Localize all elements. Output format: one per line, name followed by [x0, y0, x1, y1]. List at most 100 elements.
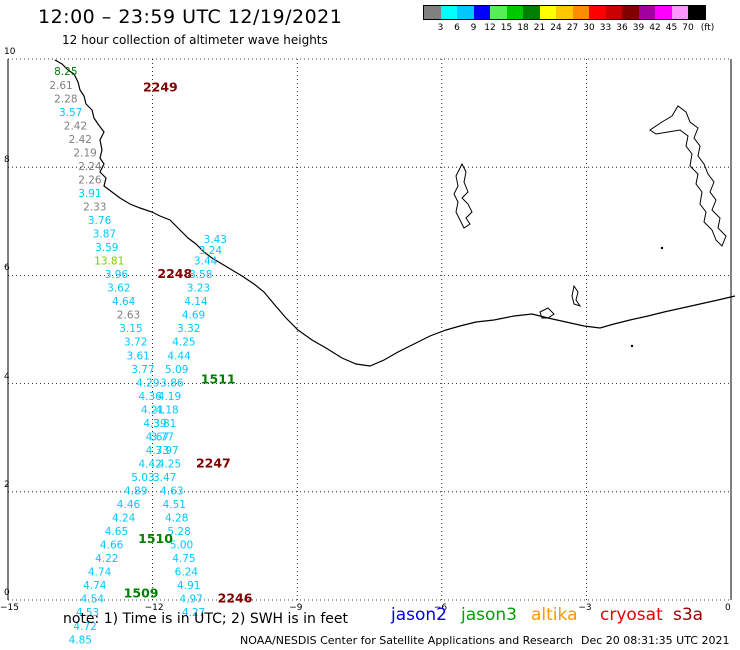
wave-height-value: 5.00: [170, 540, 193, 552]
wave-height-value: 4.91: [177, 580, 200, 592]
units-note: note: 1) Time is in UTC; 2) SWH is in fe…: [63, 611, 349, 627]
wave-height-value: 3.44: [194, 256, 218, 268]
wave-height-value: 4.19: [158, 391, 181, 403]
wave-height-value: 3.57: [59, 107, 82, 119]
credit-line: NOAA/NESDIS Center for Satellite Applica…: [240, 634, 574, 647]
colorbar-tick-label: 33: [599, 23, 612, 33]
pass-number: 2246: [218, 591, 253, 606]
inland-lake-marker: [660, 246, 664, 250]
latitude-label: 8: [4, 155, 10, 166]
wave-height-value: 2.42: [64, 120, 87, 132]
mission-s3a: s3a: [673, 605, 704, 625]
wave-height-value: 2.26: [78, 174, 102, 186]
colorbar-swatch: [556, 6, 573, 19]
wave-height-value: 4.64: [112, 296, 136, 308]
mission-altika: altika: [531, 605, 578, 625]
wave-height-value: 3.81: [153, 418, 176, 430]
wave-height-value: 13.81: [94, 256, 124, 268]
wave-height-value: 3.58: [189, 269, 212, 281]
colorbar-tick-label: 12: [484, 23, 496, 33]
colorbar-tick-label: 24: [550, 23, 562, 33]
colorbar-tick-label: 18: [517, 23, 529, 33]
wave-height-value: 3.87: [93, 229, 116, 241]
pass-number: 1509: [124, 585, 159, 600]
colorbar-tick-label: 15: [500, 23, 513, 33]
wave-height-value: 4.44: [167, 350, 191, 362]
volta-lake-outline: [453, 162, 473, 229]
longitude-label: −3: [578, 603, 592, 613]
wave-height-value: 3.86: [160, 377, 184, 389]
colorbar-swatch: [688, 6, 705, 19]
colorbar-swatch: [457, 6, 474, 19]
wave-height-value: 4.36: [138, 391, 162, 403]
latitude-label: 2: [4, 479, 10, 490]
lagoon-outline: [539, 307, 555, 319]
wave-height-value: 3.24: [199, 245, 223, 257]
wave-height-value: 4.25: [158, 458, 181, 470]
wave-height-value: 3.47: [153, 472, 176, 484]
longitude-label: −12: [144, 603, 164, 613]
wave-height-value: 4.89: [124, 486, 147, 498]
colorbar-swatch: [655, 6, 672, 19]
wave-height-value: 6.24: [175, 567, 199, 579]
longitude-label: −15: [0, 603, 19, 613]
wave-height-value: 2.61: [49, 80, 72, 92]
colorbar-tick-label: 42: [649, 23, 661, 33]
wave-height-value: 4.21: [141, 404, 164, 416]
colorbar-tick-label: 30: [583, 23, 595, 33]
wave-height-value: 4.25: [172, 337, 195, 349]
latitude-label: 4: [4, 371, 10, 382]
wave-height-value: 4.65: [105, 526, 128, 538]
colorbar-tick-label: 36: [616, 23, 628, 33]
latitude-label: 0: [4, 588, 10, 598]
coastal-island-marker: [630, 344, 634, 348]
wave-height-value: 2.63: [117, 310, 140, 322]
colorbar-swatch: [572, 6, 589, 19]
wave-height-value: 5.03: [131, 472, 154, 484]
wave-height-value: 2.33: [83, 201, 106, 213]
wave-height-value: 4.22: [95, 553, 118, 565]
wave-height-value: 2.28: [54, 93, 77, 105]
wave-height-value: 4.74: [83, 580, 107, 592]
wave-height-value: 4.97: [179, 594, 202, 606]
wave-height-value: 2.24: [78, 161, 102, 173]
colorbar-swatch: [605, 6, 622, 19]
wave-height-value: 3.23: [187, 283, 210, 295]
wave-height-value: 3.91: [78, 188, 101, 200]
wave-height-value: 4.24: [112, 513, 136, 525]
wave-height-value: 3.62: [107, 283, 130, 295]
wave-height-value: 3.72: [124, 337, 147, 349]
wave-height-value: 4.54: [81, 594, 105, 606]
colorbar-tick-label: 9: [470, 23, 477, 33]
wave-height-value: 3.96: [105, 269, 129, 281]
wave-height-value: 5.09: [165, 364, 188, 376]
wave-height-value: 4.85: [69, 634, 92, 646]
colorbar-tick-label: 3: [437, 23, 444, 33]
wave-height-value: 4.72: [73, 621, 96, 633]
wave-height-value: 8.25: [54, 66, 77, 78]
wave-height-value: 4.63: [160, 486, 183, 498]
wave-height-value: 3.32: [177, 323, 200, 335]
colorbar-tick-label: 27: [566, 23, 579, 33]
wave-height-value: 3.61: [126, 350, 149, 362]
mission-jason2: jason2: [391, 605, 447, 625]
pass-number: 1510: [138, 531, 173, 546]
longitude-label: 0: [725, 603, 731, 613]
wave-height-value: 4.46: [117, 499, 141, 511]
pass-number: 2249: [143, 79, 178, 94]
coastline: [54, 59, 736, 367]
longitude-label: −6: [433, 603, 448, 613]
colorbar-swatch: [622, 6, 639, 19]
latitude-label: 10: [4, 47, 16, 57]
west-africa-coastline: [54, 59, 736, 367]
colorbar-swatch: [671, 6, 688, 19]
wave-height-value: 4.67: [146, 431, 169, 443]
wave-height-value: 4.75: [172, 553, 195, 565]
colorbar-swatch: [638, 6, 655, 19]
colorbar-swatch: [523, 6, 540, 19]
wave-height-value: 4.74: [88, 567, 112, 579]
wave-height-value: 4.42: [138, 458, 161, 470]
mission-cryosat: cryosat: [600, 605, 663, 625]
wave-height-value: 4.73: [146, 445, 169, 457]
